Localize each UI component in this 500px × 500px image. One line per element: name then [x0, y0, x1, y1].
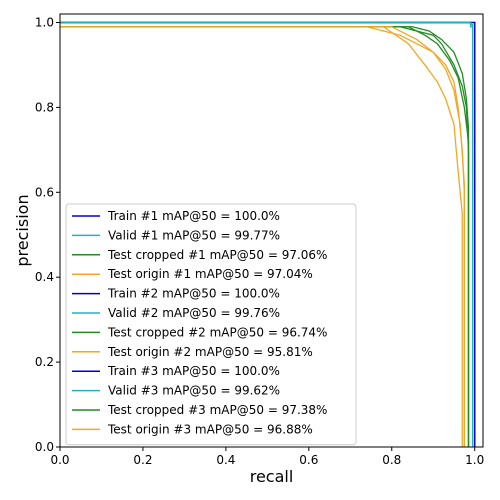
legend-label: Valid #2 mAP@50 = 99.76%	[108, 306, 280, 320]
legend-label: Train #3 mAP@50 = 100.0%	[107, 364, 280, 378]
x-tick-label: 1.0	[465, 453, 484, 467]
y-tick-label: 0.4	[35, 270, 54, 284]
plot-frame	[59, 13, 484, 448]
legend-label: Valid #3 mAP@50 = 99.62%	[108, 384, 280, 398]
x-tick-label: 0.2	[133, 453, 152, 467]
x-tick-label: 0.6	[299, 453, 318, 467]
legend-label: Test cropped #2 mAP@50 = 96.74%	[107, 325, 327, 339]
legend-label: Test origin #1 mAP@50 = 97.04%	[107, 267, 313, 281]
axis-ticks: 0.0 0.2 0.4 0.6 0.8 1.0 0.0 0.2 0.4 0.6 0.8 1.0	[35, 15, 484, 467]
legend-box	[65, 203, 357, 446]
x-tick-label: 0.4	[216, 453, 235, 467]
x-axis-label: recall	[250, 467, 294, 486]
series-line-12	[60, 26, 465, 447]
x-tick-label: 0.8	[382, 453, 401, 467]
series-line-8	[60, 26, 463, 447]
series-line-10	[60, 21, 474, 447]
legend-label: Train #2 mAP@50 = 100.0%	[107, 287, 280, 301]
y-tick-label: 1.0	[35, 15, 54, 29]
y-axis-label: precision	[13, 194, 32, 266]
series-lines	[60, 21, 476, 447]
legend: Train #1 mAP@50 = 100.0% Valid #1 mAP@50 …	[65, 203, 357, 446]
legend-label: Valid #1 mAP@50 = 99.77%	[108, 228, 280, 242]
legend-label: Test cropped #3 mAP@50 = 97.38%	[107, 403, 327, 417]
y-tick-label: 0.6	[35, 185, 54, 199]
legend-label: Test cropped #1 mAP@50 = 97.06%	[107, 248, 327, 262]
legend-label: Test origin #3 mAP@50 = 96.88%	[107, 422, 313, 436]
legend-label: Train #1 mAP@50 = 100.0%	[107, 209, 280, 223]
legend-label: Test origin #2 mAP@50 = 95.81%	[107, 345, 313, 359]
x-tick-label: 0.0	[50, 453, 69, 467]
series-line-7	[60, 26, 470, 447]
series-line-11	[60, 26, 470, 447]
y-tick-label: 0.2	[35, 355, 54, 369]
y-tick-label: 0.8	[35, 100, 54, 114]
y-tick-label: 0.0	[35, 440, 54, 454]
